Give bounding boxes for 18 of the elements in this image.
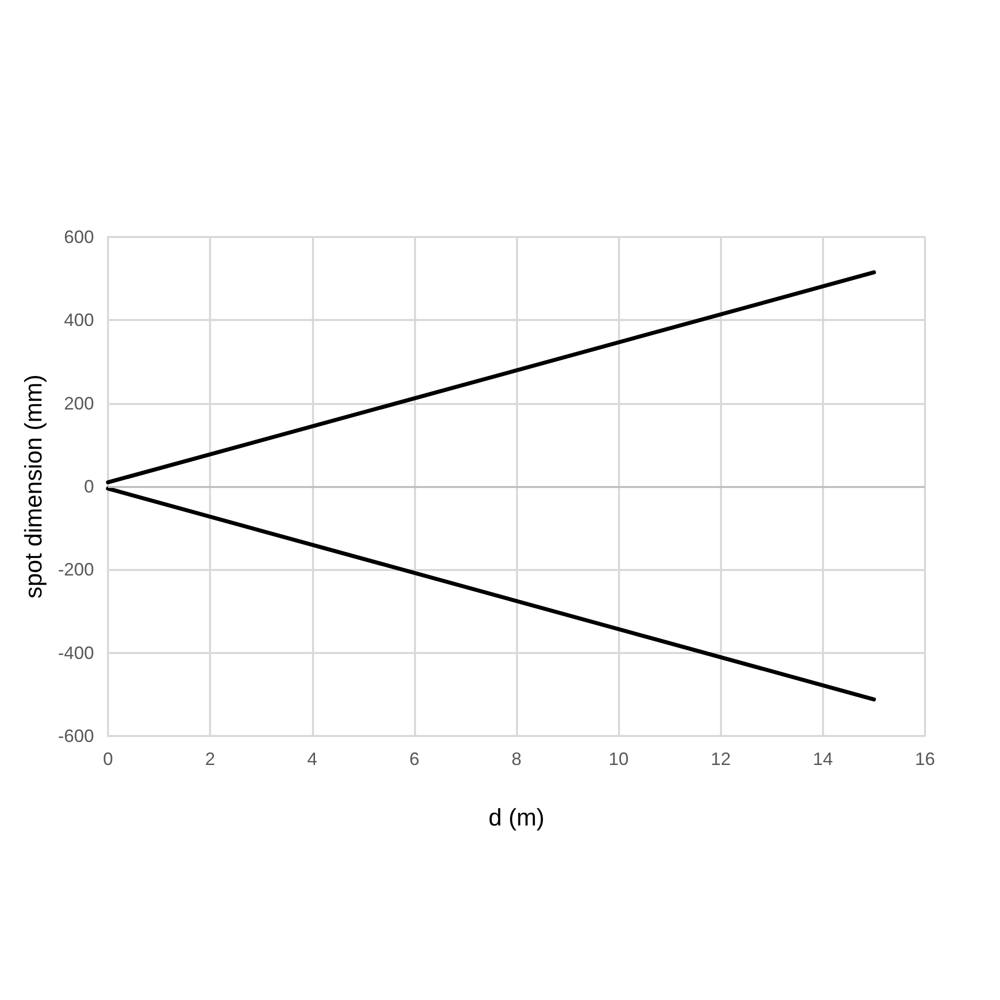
y-axis-title: spot dimension (mm)	[20, 374, 48, 599]
x-tick-label: 10	[608, 749, 629, 769]
y-tick-label: 600	[64, 227, 94, 247]
x-tick-label: 6	[409, 749, 420, 769]
y-tick-label: 200	[64, 393, 94, 414]
x-tick-label: 0	[102, 749, 114, 769]
x-axis-title: d (m)	[488, 804, 544, 832]
x-tick-label: 4	[307, 749, 318, 769]
x-tick-label: 14	[812, 749, 833, 769]
x-tick-label: 8	[511, 749, 522, 769]
y-tick-label: -200	[58, 560, 94, 580]
y-tick-label: 400	[64, 310, 94, 330]
y-tick-label: -400	[58, 642, 94, 663]
x-tick-label: 12	[710, 749, 731, 769]
y-tick-label: -600	[58, 726, 94, 746]
x-tick-label: 16	[914, 749, 936, 769]
x-tick-label: 2	[205, 749, 216, 769]
y-tick-label: 0	[84, 476, 94, 496]
